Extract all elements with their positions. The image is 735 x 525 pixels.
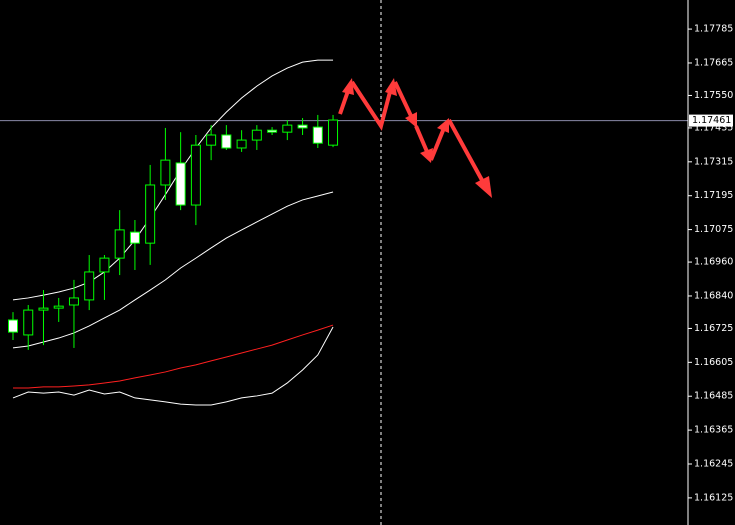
candle-body	[221, 134, 232, 149]
arrow-head	[405, 112, 417, 128]
candle-body	[312, 126, 323, 144]
candle-body	[175, 162, 186, 206]
candle-body	[251, 129, 262, 141]
y-tick-label: 1.17075	[694, 224, 733, 235]
y-tick-label: 1.17785	[694, 24, 733, 35]
candle-body	[328, 119, 339, 146]
y-tick-label: 1.16725	[694, 323, 733, 334]
candle-body	[145, 184, 156, 244]
candle-body	[38, 307, 49, 311]
arrow-head	[342, 78, 354, 95]
candle-body	[267, 129, 278, 133]
candle-body	[282, 124, 293, 133]
arrow	[393, 81, 414, 119]
y-tick-label: 1.17315	[694, 156, 733, 167]
arrow	[350, 80, 393, 131]
arrow	[429, 127, 446, 161]
indicator-line	[12, 191, 334, 349]
candle-body	[297, 124, 308, 129]
candle-body	[8, 319, 18, 333]
candle-body	[23, 309, 34, 336]
indicator-line	[13, 324, 334, 389]
y-tick-label: 1.16960	[694, 257, 733, 268]
arrow	[414, 125, 430, 155]
y-tick-label: 1.16485	[694, 391, 733, 402]
y-tick-label: 1.17195	[694, 190, 733, 201]
arrow-head	[437, 118, 449, 133]
candle-body	[236, 139, 247, 149]
forecast-arrows	[338, 78, 492, 198]
y-tick-label: 1.16840	[694, 290, 733, 301]
candle-body	[68, 297, 79, 306]
candle-body	[99, 257, 110, 273]
y-tick-label: 1.17550	[694, 90, 733, 101]
current-price-label: 1.17461	[692, 115, 731, 126]
candle-body	[114, 229, 125, 259]
price-axis-labels: 1.17785 1.17665 1.17550 1.17435 1.17315 1.171…	[688, 24, 733, 503]
candle-body	[129, 231, 140, 244]
y-tick-label: 1.16365	[694, 425, 733, 436]
indicator-line	[12, 59, 334, 301]
indicator-line	[12, 326, 334, 406]
candle-body	[160, 159, 171, 186]
y-tick-label: 1.17665	[694, 57, 733, 68]
plot-area	[0, 59, 688, 406]
candle-body	[206, 134, 217, 146]
y-tick-label: 1.16245	[694, 458, 733, 469]
y-tick-label: 1.17435	[694, 122, 733, 133]
arrow-head	[475, 176, 492, 198]
candle-body	[84, 271, 95, 301]
arrow	[447, 119, 485, 183]
y-tick-label: 1.16125	[694, 492, 733, 503]
y-tick-label: 1.16605	[694, 357, 733, 368]
candle-body	[190, 144, 201, 206]
candle-body	[53, 305, 64, 309]
current-price-box	[689, 114, 733, 127]
